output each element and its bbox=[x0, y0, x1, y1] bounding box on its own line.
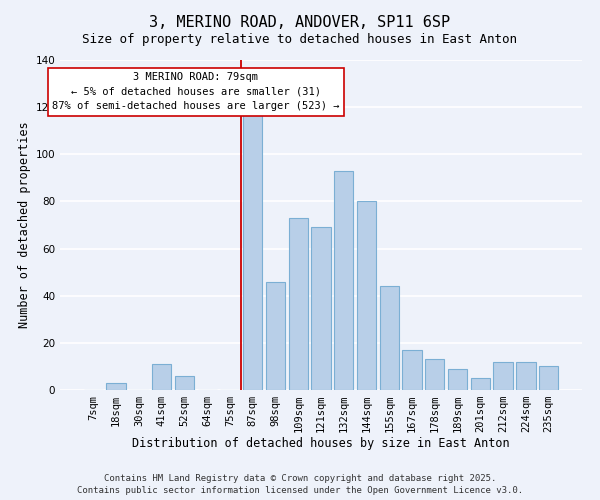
Bar bbox=[425, 360, 445, 390]
Bar bbox=[516, 362, 536, 390]
Bar bbox=[175, 376, 194, 390]
Bar bbox=[266, 282, 285, 390]
Text: 3, MERINO ROAD, ANDOVER, SP11 6SP: 3, MERINO ROAD, ANDOVER, SP11 6SP bbox=[149, 15, 451, 30]
Text: 3 MERINO ROAD: 79sqm
← 5% of detached houses are smaller (31)
87% of semi-detach: 3 MERINO ROAD: 79sqm ← 5% of detached ho… bbox=[52, 72, 340, 112]
Bar bbox=[380, 286, 399, 390]
Bar bbox=[448, 369, 467, 390]
Bar bbox=[243, 112, 262, 390]
Bar bbox=[311, 228, 331, 390]
Bar bbox=[357, 202, 376, 390]
Bar bbox=[152, 364, 172, 390]
Bar bbox=[403, 350, 422, 390]
Bar bbox=[539, 366, 558, 390]
Bar bbox=[493, 362, 513, 390]
Bar bbox=[289, 218, 308, 390]
Text: Size of property relative to detached houses in East Anton: Size of property relative to detached ho… bbox=[83, 32, 517, 46]
Bar bbox=[470, 378, 490, 390]
Bar bbox=[106, 383, 126, 390]
X-axis label: Distribution of detached houses by size in East Anton: Distribution of detached houses by size … bbox=[132, 436, 510, 450]
Y-axis label: Number of detached properties: Number of detached properties bbox=[18, 122, 31, 328]
Bar bbox=[334, 171, 353, 390]
Text: Contains HM Land Registry data © Crown copyright and database right 2025.
Contai: Contains HM Land Registry data © Crown c… bbox=[77, 474, 523, 495]
